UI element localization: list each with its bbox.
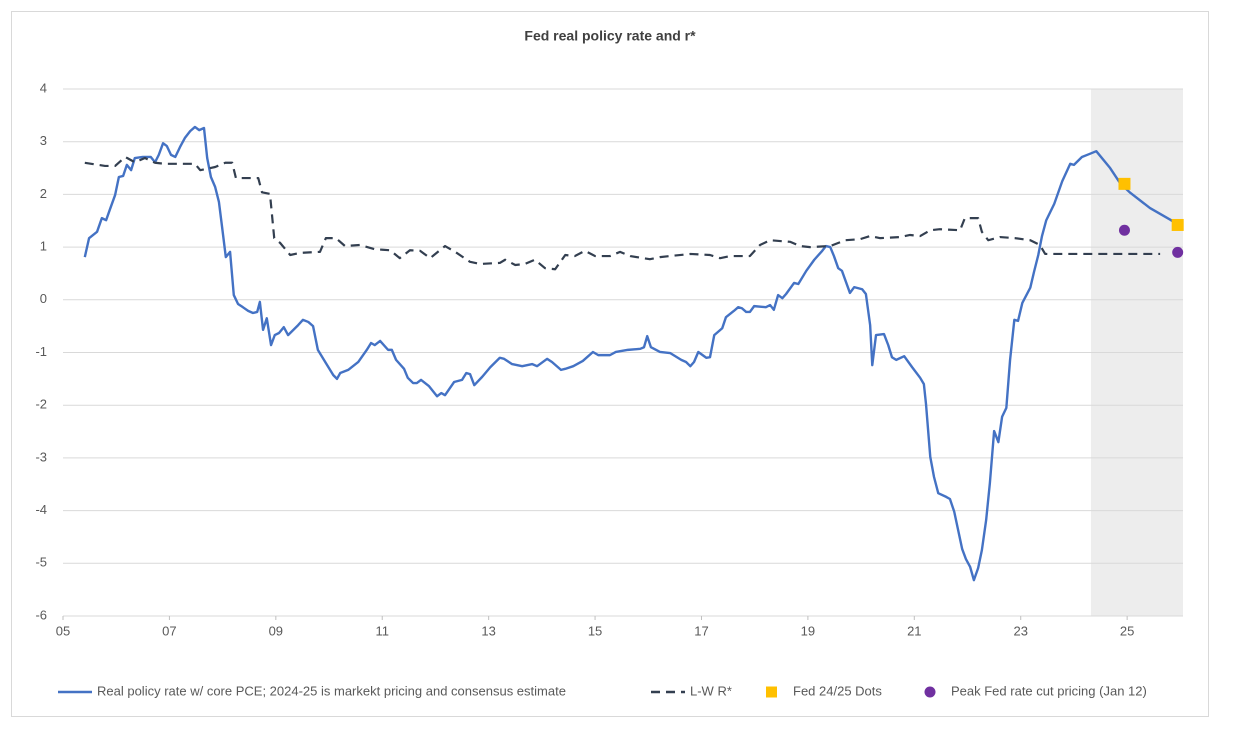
y-tick-label: -6	[35, 607, 47, 622]
legend-label: Peak Fed rate cut pricing (Jan 12)	[951, 683, 1147, 698]
series-line	[83, 125, 1181, 582]
x-tick-label: 21	[907, 623, 921, 638]
x-tick-label: 25	[1120, 623, 1134, 638]
legend-label: Real policy rate w/ core PCE; 2024-25 is…	[97, 683, 566, 698]
y-tick-label: -2	[35, 397, 47, 412]
legend-symbol	[766, 686, 777, 698]
legend-symbol	[924, 686, 936, 698]
square-marker	[1118, 177, 1131, 190]
y-tick-label: 3	[40, 133, 47, 148]
y-tick-label: 2	[40, 186, 47, 201]
x-tick-label: 05	[56, 623, 70, 638]
x-tick-label: 09	[269, 623, 283, 638]
x-tick-label: 17	[694, 623, 708, 638]
square-marker	[1171, 218, 1184, 231]
x-tick-label: 15	[588, 623, 602, 638]
y-tick-label: 1	[40, 239, 47, 254]
x-tick-label: 11	[375, 623, 389, 638]
legend-label: Fed 24/25 Dots	[793, 683, 882, 698]
chart-title: Fed real policy rate and r*	[524, 28, 696, 44]
x-tick-label: 07	[162, 623, 176, 638]
y-tick-label: -4	[35, 502, 47, 517]
x-tick-label: 13	[481, 623, 495, 638]
y-tick-label: 4	[40, 80, 47, 95]
x-tick-label: 23	[1013, 623, 1027, 638]
y-tick-label: 0	[40, 291, 47, 306]
circle-marker	[1172, 246, 1184, 258]
y-tick-label: -5	[35, 555, 47, 570]
y-tick-label: -3	[35, 449, 47, 464]
chart-border	[11, 11, 1209, 717]
y-tick-label: -1	[35, 344, 47, 359]
legend-label: L-W R*	[690, 683, 732, 698]
series-line	[84, 155, 1161, 271]
circle-marker	[1118, 224, 1130, 236]
x-tick-label: 19	[801, 623, 815, 638]
